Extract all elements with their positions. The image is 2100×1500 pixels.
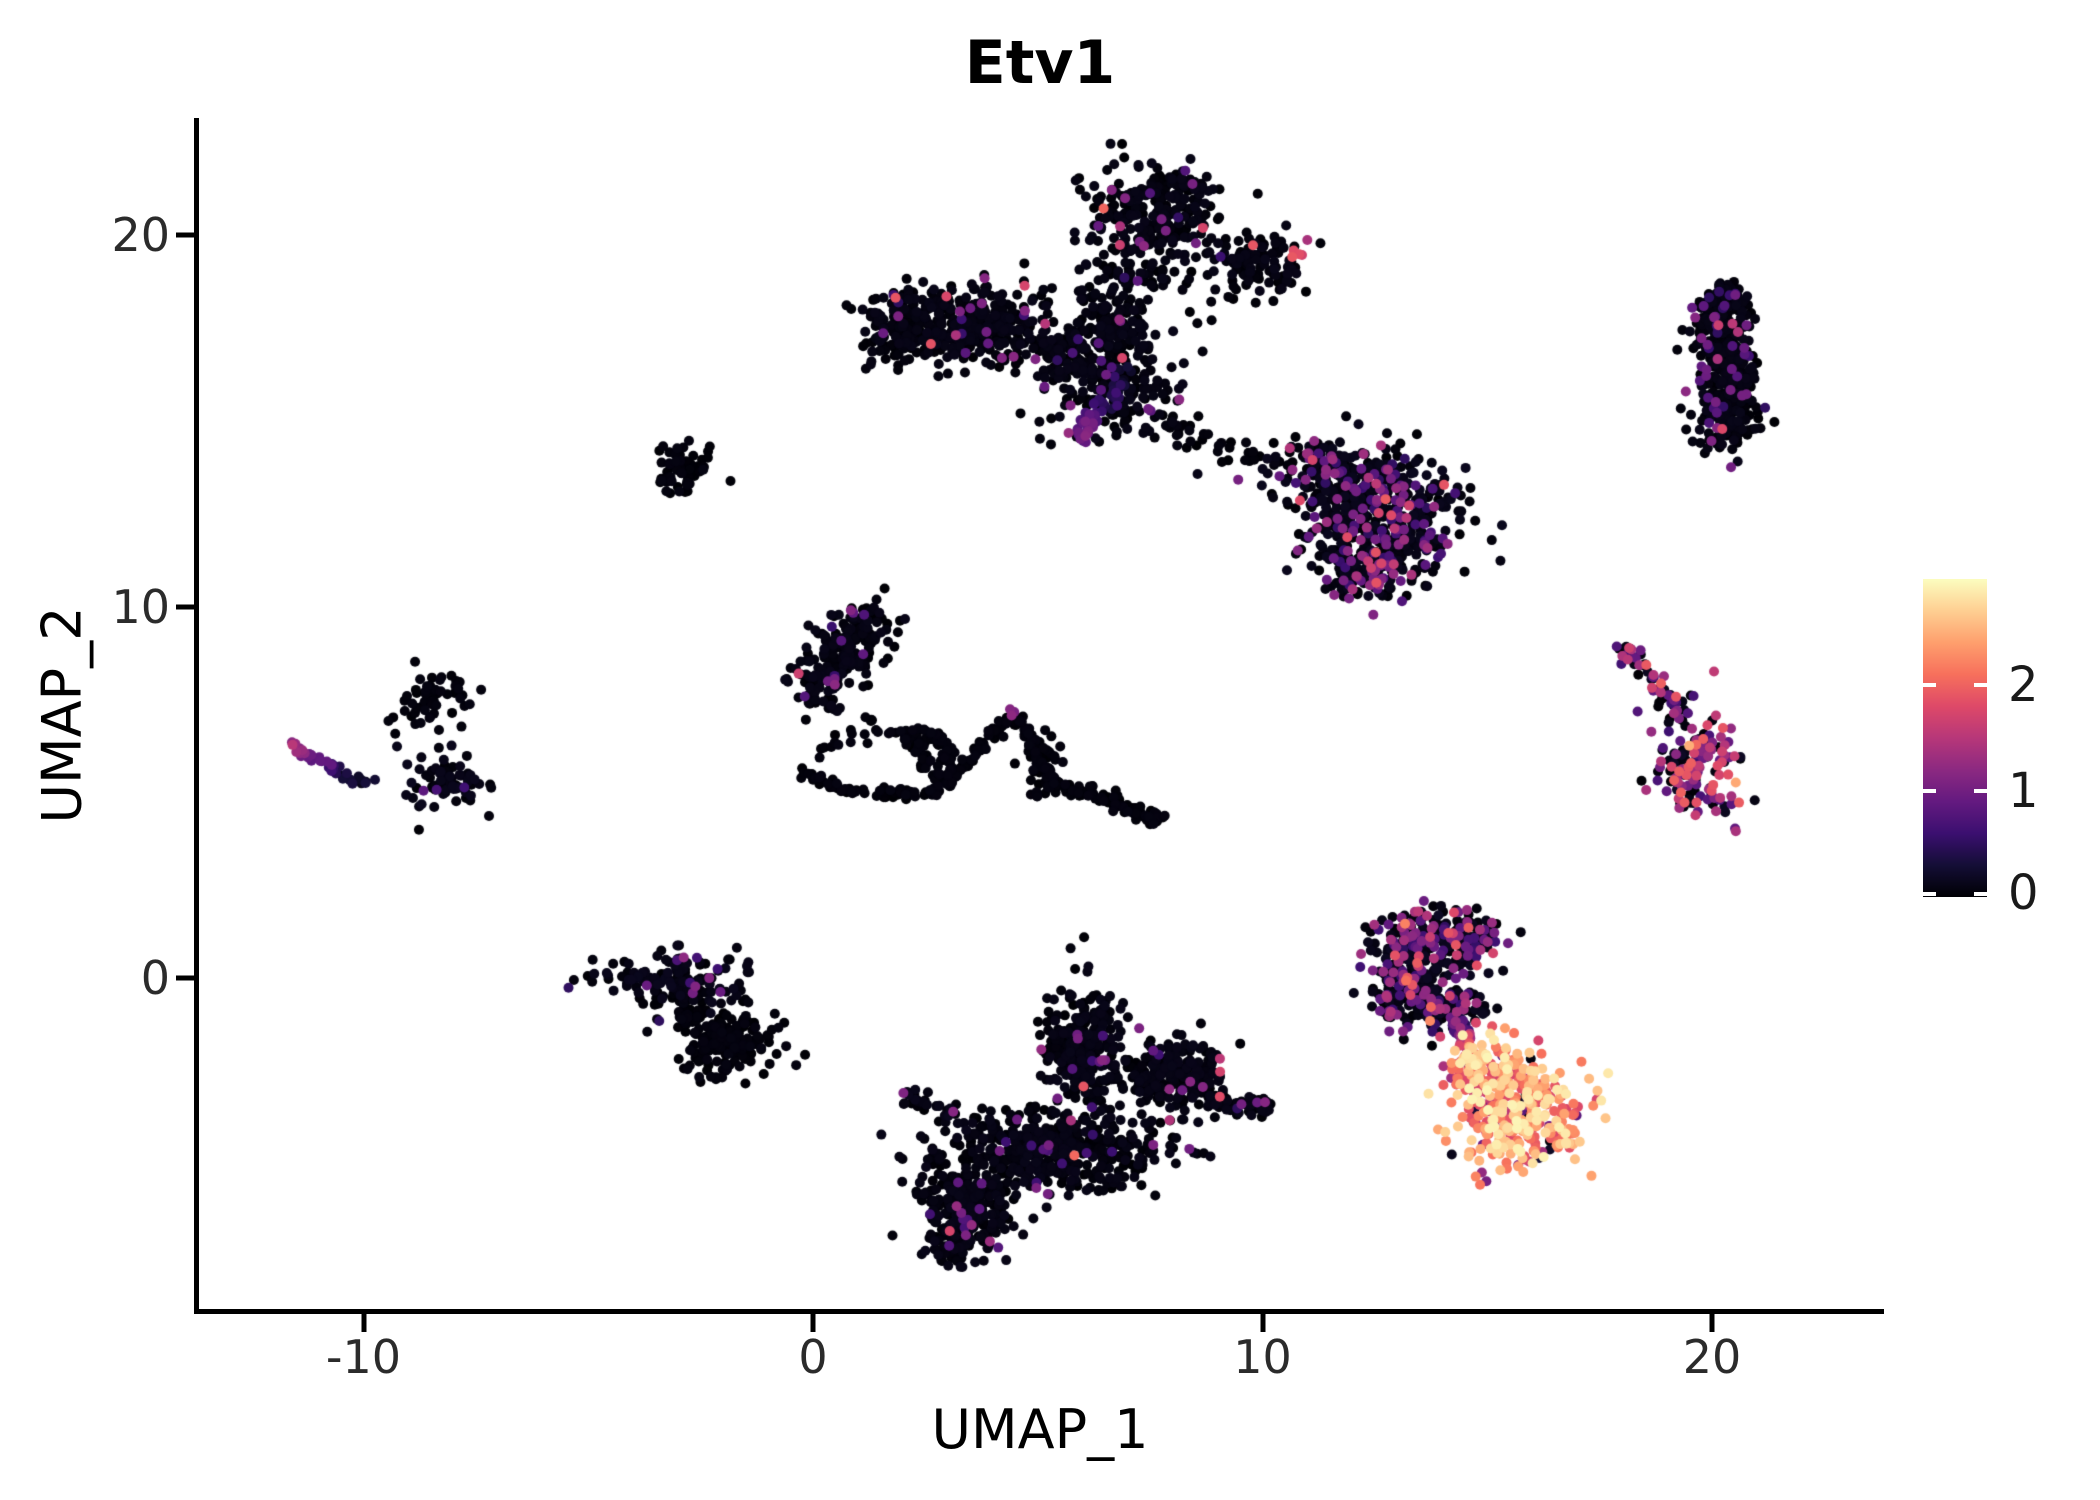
x-tick-label: 0 (798, 1330, 828, 1384)
colorbar-tick (1974, 789, 1987, 793)
colorbar-tick-label: 1 (2008, 763, 2039, 819)
x-tick (361, 1314, 366, 1332)
colorbar-tick (1974, 892, 1987, 896)
colorbar-tick (1974, 683, 1987, 687)
colorbar-tick (1923, 892, 1936, 896)
y-tick (176, 232, 194, 238)
colorbar-tick (1923, 683, 1936, 687)
chart-title: Etv1 (964, 28, 1116, 98)
x-tick (810, 1314, 816, 1332)
y-axis-title: UMAP_2 (30, 606, 94, 824)
colorbar (1923, 579, 1987, 897)
x-axis-title: UMAP_1 (931, 1398, 1149, 1461)
colorbar-gradient (1923, 579, 1987, 897)
y-tick (176, 604, 194, 609)
x-tick (1260, 1314, 1265, 1332)
x-tick-label: 20 (1682, 1330, 1742, 1384)
y-tick-label: 10 (111, 579, 170, 634)
colorbar-tick (1923, 789, 1936, 793)
colorbar-tick-label: 2 (2008, 657, 2039, 713)
x-tick (1709, 1314, 1715, 1332)
y-tick-label: 20 (111, 208, 170, 262)
x-tick-label: -10 (325, 1330, 402, 1384)
y-tick-label: 0 (140, 951, 170, 1005)
y-tick (176, 975, 194, 981)
colorbar-tick-label: 0 (2008, 865, 2039, 921)
x-tick-label: 10 (1233, 1330, 1292, 1384)
y-axis-line (194, 118, 199, 1314)
x-axis-line (194, 1309, 1884, 1314)
